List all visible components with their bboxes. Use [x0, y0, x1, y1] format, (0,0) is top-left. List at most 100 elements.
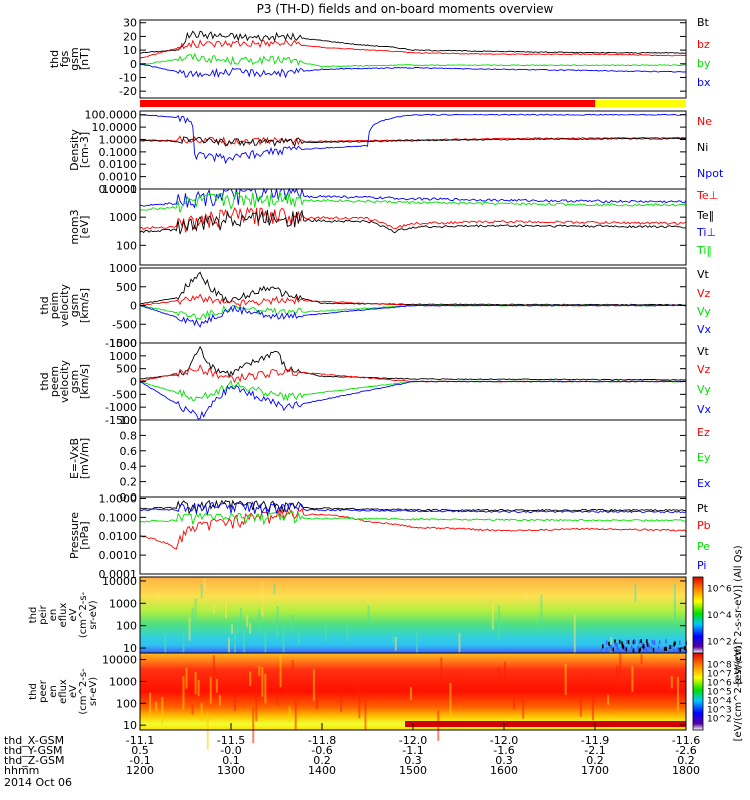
legend-label: Pi	[697, 559, 706, 572]
y-tick-label: 0.2	[120, 476, 138, 489]
panel-5: 150010005000-500-1000-1500thdpeemvelocit…	[38, 337, 712, 427]
spectrogram-stripe	[224, 602, 227, 619]
spectrogram-stripe	[264, 673, 267, 704]
y-axis-label: gsm	[68, 294, 81, 317]
y-tick-label: 100	[116, 239, 137, 252]
spectrogram-stripe	[255, 683, 258, 722]
spectrogram-speck	[632, 648, 635, 653]
spectrogram-stripe	[513, 697, 516, 710]
spectrogram-speck	[646, 642, 649, 647]
spectrogram-stripe	[673, 583, 676, 621]
spectrogram-speck	[653, 640, 656, 645]
x-tick-label: -2.1	[584, 744, 605, 757]
y-axis-label: [nPa]	[78, 521, 91, 549]
y-axis-label: sr-eV)	[88, 677, 99, 706]
y-axis-label: gsm	[68, 370, 81, 393]
spectrogram-stripe	[158, 591, 161, 603]
spectrogram-stripe	[315, 687, 318, 710]
spectrogram-speck	[602, 644, 604, 649]
figure-title: P3 (TH-D) fields and on-board moments ov…	[257, 2, 554, 16]
legend-label: Ex	[697, 477, 711, 490]
spectrogram-speck	[616, 645, 618, 650]
y-tick-label: 10	[123, 44, 137, 57]
spectrogram-stripe	[634, 583, 637, 602]
colorbar-tick-label: 10^7	[707, 670, 732, 680]
spectrogram-stripe	[440, 657, 443, 686]
time-axis: thd_X-GSM -11.1 -11.5 -11.8 -12.0 -12.0 -11.9-…	[4, 723, 700, 789]
spectrogram-speck	[646, 639, 648, 644]
spectrogram-stripe	[149, 692, 152, 719]
colorbar	[692, 576, 704, 654]
legend-label: by	[697, 57, 711, 70]
legend-label: Ti‖	[696, 244, 712, 257]
y-axis-label: thd	[38, 296, 51, 314]
series-3-line	[139, 379, 687, 402]
panel-frame	[139, 419, 687, 498]
spectrogram-stripe	[215, 678, 218, 693]
y-tick-label: 1000	[109, 675, 137, 688]
spectrogram-stripe	[591, 691, 594, 721]
y-axis-label: thd	[28, 607, 39, 624]
spectrogram-stripe	[416, 631, 419, 655]
panel-6: 1.0 0.8 0.6 0.4 0.2 0.0 E=-VxB[mV/m] Ez Ey Ex	[68, 414, 711, 504]
colorbar-tick-label: 10^5	[707, 688, 732, 698]
colorbar-tick-label: 10^6	[707, 584, 732, 594]
spectrogram-speck	[673, 648, 675, 653]
spectrogram-stripe	[540, 594, 543, 630]
panel-2: 100.000010.00001.00000.10000.01000.00100…	[68, 109, 724, 196]
y-tick-label: 0.0001	[99, 568, 138, 581]
legend-label: Pt	[697, 502, 709, 515]
x-tick-label: -1.1	[402, 744, 423, 757]
spectrogram-stripe	[258, 666, 261, 676]
spectrogram-stripe	[676, 677, 679, 711]
panels: 3020100-10-20thdfgsgsm[nT]Btbzbybx100.00…	[28, 16, 744, 750]
spectrogram-speck	[623, 647, 626, 652]
series-2-line	[139, 39, 686, 60]
spectrogram-stripe	[261, 667, 264, 697]
y-axis-label: sr-eV)	[88, 600, 99, 629]
spectrogram-speck	[643, 646, 646, 651]
y-axis-label: velocity	[58, 284, 71, 327]
spectrogram-speck	[651, 639, 654, 644]
y-tick-label: 1000	[109, 211, 137, 224]
spectrogram-stripe	[616, 665, 619, 693]
y-axis-label: peir	[38, 604, 49, 624]
y-tick-label: -10	[119, 71, 137, 84]
y-tick-label: 500	[116, 363, 137, 376]
panel-8: 10000 1000 100 10 thd peir en eflux eV (cm^2-s-sr…	[28, 545, 744, 684]
spectrogram-speck	[623, 645, 625, 650]
spectrogram-speck	[633, 639, 636, 644]
x-row-label: thd_X-GSM	[4, 734, 64, 747]
y-axis-label: thd	[38, 372, 51, 390]
legend-label: bz	[697, 38, 710, 51]
y-tick-label: 100	[116, 697, 137, 710]
x-tick-label: 1700	[581, 764, 609, 777]
spectrogram-speck	[621, 641, 623, 646]
spectrogram-stripe	[449, 682, 452, 721]
legend-label: Npot	[697, 167, 724, 180]
y-tick-label: 10000	[102, 183, 137, 196]
date-label: 2014 Oct 06	[4, 776, 72, 789]
colorbar-tick-label: 10^3	[707, 705, 732, 715]
series-2-line	[139, 209, 687, 235]
series-3-line	[139, 52, 687, 68]
spectrogram-stripe	[522, 698, 525, 719]
x-tick-label: -11.5	[217, 734, 245, 747]
spectrogram-stripe	[155, 701, 158, 712]
legend-label: Vy	[697, 383, 711, 396]
y-axis-label: en	[48, 685, 59, 698]
y-tick-label: 1.0	[120, 414, 138, 427]
x-tick-label: 1800	[672, 764, 700, 777]
y-tick-label: 0	[130, 58, 137, 71]
x-row-label: thd_Y-GSM	[4, 744, 63, 757]
y-tick-label: 100.0000	[85, 109, 138, 122]
x-tick-label: 1400	[308, 764, 336, 777]
spectrogram-stripe	[619, 653, 622, 677]
x-tick-label: 1200	[126, 764, 154, 777]
y-tick-label: 1.0000	[99, 492, 138, 505]
spectrogram-stripe	[234, 684, 237, 712]
spectrogram-stripe	[227, 637, 230, 654]
panel-frame	[139, 19, 687, 99]
panel-frame	[139, 110, 687, 190]
y-axis-label: en	[48, 609, 59, 622]
